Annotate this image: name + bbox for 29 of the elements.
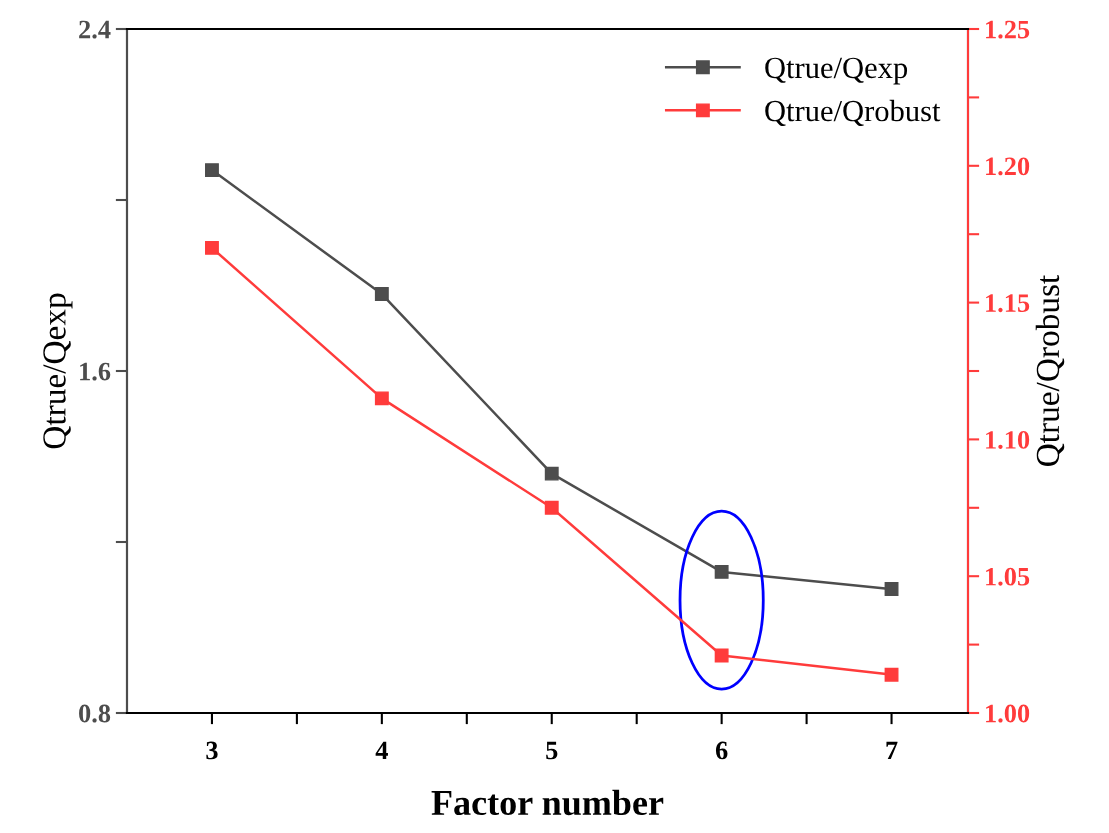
y2-tick-label: 1.20 bbox=[986, 157, 1030, 176]
x-tick-label: 5 bbox=[546, 741, 558, 760]
legend-label: Qtrue/Qexp bbox=[765, 57, 908, 85]
y2-tick-label: 1.00 bbox=[986, 704, 1030, 723]
point bbox=[544, 500, 559, 515]
x-axis-title: Factor number bbox=[431, 789, 664, 816]
y2-tick-label: 1.15 bbox=[986, 294, 1030, 313]
point bbox=[205, 163, 219, 178]
y-tick-label: 2.4 bbox=[79, 20, 111, 39]
point bbox=[884, 667, 899, 682]
x-tick-label: 6 bbox=[715, 741, 728, 760]
point bbox=[714, 564, 729, 579]
y2-axis-title: Qtrue/Qrobust bbox=[1035, 274, 1065, 466]
y2-tick-label: 1.05 bbox=[986, 567, 1030, 586]
point bbox=[544, 466, 559, 481]
point bbox=[205, 240, 219, 255]
point bbox=[714, 648, 729, 663]
y-tick-label: 0.8 bbox=[79, 704, 111, 723]
point bbox=[884, 582, 899, 596]
y2-tick-label: 1.10 bbox=[986, 431, 1030, 449]
y2-tick-label: 1.25 bbox=[986, 20, 1030, 39]
y-tick-label: 1.6 bbox=[80, 362, 111, 381]
legend-label: Qtrue/Qrobust bbox=[765, 99, 941, 127]
point bbox=[374, 391, 389, 406]
x-tick-label: 3 bbox=[206, 741, 218, 760]
x-tick-label: 4 bbox=[375, 741, 388, 760]
y-axis-title: Qtrue/Qexp bbox=[43, 293, 73, 449]
x-tick-label: 7 bbox=[886, 741, 898, 760]
point bbox=[374, 287, 389, 301]
